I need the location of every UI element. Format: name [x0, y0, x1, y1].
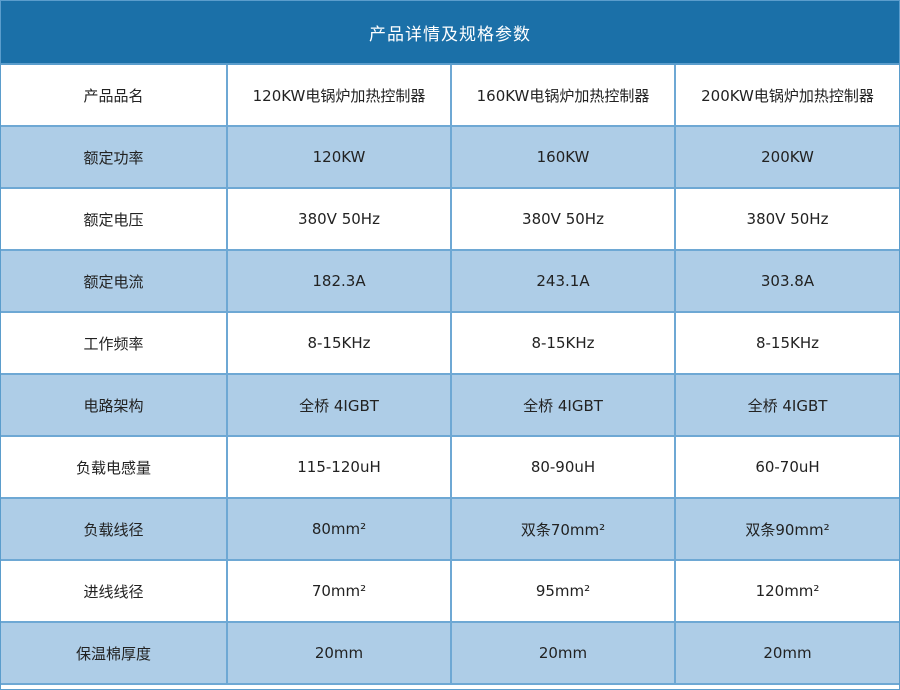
table-row: 负载线径 80mm² 双条70mm² 双条90mm²	[1, 497, 899, 561]
row-label-cell: 产品品名	[1, 65, 228, 127]
value-cell: 70mm²	[226, 559, 452, 623]
value-cell: 380V 50Hz	[450, 187, 676, 251]
value-cell: 120mm²	[674, 559, 899, 623]
table-row: 电路架构 全桥 4IGBT 全桥 4IGBT 全桥 4IGBT	[1, 373, 899, 437]
row-label-cell: 额定电压	[1, 187, 228, 251]
value-cell: 115-120uH	[226, 435, 452, 499]
value-cell: 8-15KHz	[450, 311, 676, 375]
table-row: 进线线径 70mm² 95mm² 120mm²	[1, 559, 899, 623]
table-row: 产品品名 120KW电锅炉加热控制器 160KW电锅炉加热控制器 200KW电锅炉加热…	[1, 65, 899, 127]
table-row: 工作频率 8-15KHz 8-15KHz 8-15KHz	[1, 311, 899, 375]
row-label-cell: 负载线径	[1, 497, 228, 561]
row-label-cell: 负载电感量	[1, 435, 228, 499]
value-cell: 8-15KHz	[674, 311, 899, 375]
value-cell: 双条70mm²	[450, 497, 676, 561]
value-cell: 120KW	[226, 125, 452, 189]
value-cell: 全桥 4IGBT	[674, 373, 899, 437]
value-cell: 20mm	[226, 621, 452, 685]
value-cell: 全桥 4IGBT	[226, 373, 452, 437]
value-cell: 全桥 4IGBT	[450, 373, 676, 437]
value-cell: 182.3A	[226, 249, 452, 313]
value-cell: 380V 50Hz	[674, 187, 899, 251]
table-row: 额定功率 120KW 160KW 200KW	[1, 125, 899, 189]
table-row: 额定电压 380V 50Hz 380V 50Hz 380V 50Hz	[1, 187, 899, 251]
table-title: 产品详情及规格参数	[1, 1, 899, 65]
value-cell: 双条90mm²	[674, 497, 899, 561]
value-cell: 200KW	[674, 125, 899, 189]
value-cell: 303.8A	[674, 249, 899, 313]
row-label-cell: 工作频率	[1, 311, 228, 375]
value-cell: 20mm	[674, 621, 899, 685]
row-label-cell: 保温棉厚度	[1, 621, 228, 685]
value-cell: 160KW电锅炉加热控制器	[450, 65, 676, 127]
value-cell: 8-15KHz	[226, 311, 452, 375]
value-cell: 243.1A	[450, 249, 676, 313]
spec-table: 产品品名 120KW电锅炉加热控制器 160KW电锅炉加热控制器 200KW电锅炉加热…	[1, 65, 899, 685]
row-label-cell: 进线线径	[1, 559, 228, 623]
value-cell: 160KW	[450, 125, 676, 189]
value-cell: 120KW电锅炉加热控制器	[226, 65, 452, 127]
row-label-cell: 电路架构	[1, 373, 228, 437]
row-label-cell: 额定功率	[1, 125, 228, 189]
value-cell: 200KW电锅炉加热控制器	[674, 65, 899, 127]
value-cell: 20mm	[450, 621, 676, 685]
value-cell: 95mm²	[450, 559, 676, 623]
value-cell: 80mm²	[226, 497, 452, 561]
table-row: 保温棉厚度 20mm 20mm 20mm	[1, 621, 899, 685]
row-label-cell: 额定电流	[1, 249, 228, 313]
table-row: 额定电流 182.3A 243.1A 303.8A	[1, 249, 899, 313]
value-cell: 380V 50Hz	[226, 187, 452, 251]
value-cell: 80-90uH	[450, 435, 676, 499]
table-row: 负载电感量 115-120uH 80-90uH 60-70uH	[1, 435, 899, 499]
value-cell: 60-70uH	[674, 435, 899, 499]
